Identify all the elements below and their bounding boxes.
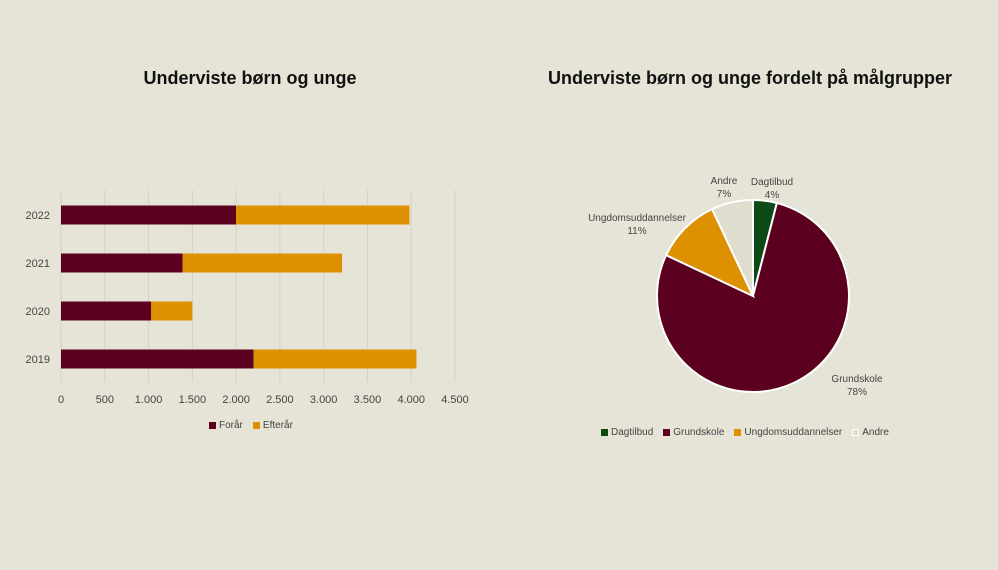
bar-foraar [61,301,152,321]
legend-item-efteraar: Efterår [252,420,293,431]
pie-chart-title: Underviste børn og unge fordelt på målgr… [547,68,953,88]
legend-label-grundskole: Grundskole [673,427,725,438]
x-tick-label: 1.500 [179,394,207,406]
pie-label-name-grundskole: Grundskole [831,374,883,385]
y-tick-label: 2022 [26,210,50,222]
legend-swatch-grundskole [663,429,671,436]
legend-item-ungdom: Ungdomsuddannelser [734,427,842,438]
bar-chart-legend: Forår Efterår [209,420,293,431]
legend-swatch-dagtilbud [601,429,608,436]
x-tick-label: 4.500 [441,394,469,406]
bar-foraar [61,253,183,273]
legend-label-ungdom: Ungdomsuddannelser [744,427,843,438]
legend-swatch-ungdom [734,429,742,436]
x-tick-label: 2.500 [266,394,294,406]
y-tick-label: 2020 [26,306,50,318]
legend-label-andre: Andre [862,427,889,438]
bar-efteraar [151,301,193,321]
bar-efteraar [253,349,417,369]
pie-label-name-dagtilbud: Dagtilbud [751,177,793,188]
x-tick-label: 0 [58,394,64,406]
legend-swatch-efteraar [252,422,260,429]
pie-slice-ungdom [664,207,756,299]
bar-chart-title: Underviste børn og unge [143,68,357,88]
legend-item-grundskole: Grundskole [663,427,724,438]
pie-label-percent-ungdom: 11% [627,226,646,237]
y-tick-label: 2019 [26,354,50,366]
pie-label-percent-andre: 7% [717,189,732,200]
x-tick-label: 500 [96,394,114,406]
legend-item-foraar: Forår [209,420,243,431]
bar-foraar [61,205,237,225]
bar-efteraar [236,205,410,225]
legend-label-foraar: Forår [219,420,243,431]
legend-item-dagtilbud: Dagtilbud [601,427,653,438]
legend-label-dagtilbud: Dagtilbud [611,427,654,438]
pie-chart-legend: Dagtilbud Grundskole Ungdomsuddannelser … [601,427,889,438]
bar-foraar [61,349,254,369]
x-tick-label: 3.000 [310,394,338,406]
legend-swatch-foraar [209,422,216,429]
legend-swatch-andre [852,429,860,436]
x-tick-label: 2.000 [222,394,250,406]
pie-label-percent-dagtilbud: 4% [765,190,780,201]
pie-slice-andre [710,198,754,297]
bar-efteraar [182,253,343,273]
x-tick-label: 3.500 [354,394,382,406]
pie-label-name-ungdom: Ungdomsuddannelser [588,213,687,224]
legend-label-efteraar: Efterår [262,420,293,431]
pie-slice-grundskole [656,201,850,393]
x-tick-label: 4.000 [397,394,425,406]
y-tick-label: 2021 [26,258,50,270]
pie-label-name-andre: Andre [711,176,738,187]
pie-label-percent-grundskole: 78% [847,387,867,398]
x-tick-label: 1.000 [135,394,163,406]
legend-item-andre: Andre [852,427,889,438]
